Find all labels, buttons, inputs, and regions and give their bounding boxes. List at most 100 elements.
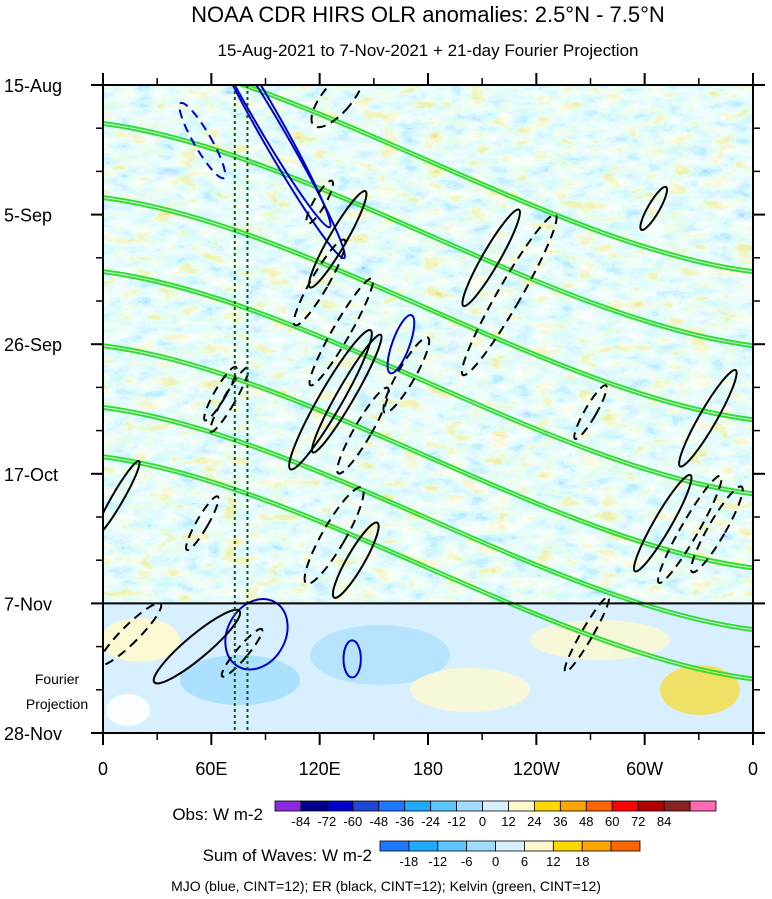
waves-colorbar-level-2: -6 bbox=[461, 854, 473, 869]
obs-colorbar-level-13: 72 bbox=[631, 814, 645, 829]
er-contour-19 bbox=[103, 459, 141, 538]
obs-colorbar-level-8: 12 bbox=[501, 814, 515, 829]
er-contour-22 bbox=[209, 366, 250, 433]
obs-colorbar-level-12: 60 bbox=[605, 814, 619, 829]
mjo-contour-2 bbox=[206, 85, 346, 260]
er-contour-8 bbox=[382, 336, 431, 414]
er-contour-15 bbox=[678, 368, 738, 468]
waves-colorbar-swatch-1 bbox=[408, 840, 439, 852]
reference-lines bbox=[233, 85, 249, 733]
wave-contours bbox=[103, 85, 744, 685]
kelvin-contour-1-0 bbox=[103, 121, 753, 346]
kelvin-contour-3-1 bbox=[103, 272, 753, 497]
chart-subtitle: 15-Aug-2021 to 7-Nov-2021 + 21-day Fouri… bbox=[218, 41, 639, 60]
x-tick-label-6: 0 bbox=[748, 759, 758, 779]
waves-colorbar-level-1: -12 bbox=[428, 854, 447, 869]
y-tick-label-2: 26-Sep bbox=[4, 335, 62, 355]
er-contour-12 bbox=[460, 213, 558, 377]
chart-title: NOAA CDR HIRS OLR anomalies: 2.5°N - 7.5… bbox=[191, 2, 665, 27]
waves-colorbar-level-5: 12 bbox=[546, 854, 560, 869]
er-contour-18 bbox=[690, 485, 744, 574]
kelvin-contour-0-1 bbox=[235, 85, 753, 275]
plot-area bbox=[102, 84, 754, 734]
mjo-contour-4 bbox=[224, 598, 289, 671]
waves-colorbar-label: Sum of Waves: W m-2 bbox=[203, 846, 372, 865]
obs-colorbar-swatch-10 bbox=[534, 800, 561, 812]
kelvin-contour-6-0 bbox=[103, 454, 753, 679]
er-contour-7 bbox=[336, 386, 390, 475]
obs-colorbar-level-1: -72 bbox=[317, 814, 336, 829]
x-tick-label-2: 120E bbox=[299, 759, 341, 779]
y-tick-label-5: 28-Nov bbox=[4, 724, 62, 744]
mjo-contour-5 bbox=[342, 639, 362, 679]
obs-colorbar-swatch-2 bbox=[326, 800, 354, 812]
kelvin-contour-6-1 bbox=[103, 457, 753, 682]
waves-colorbar-level-6: 18 bbox=[575, 854, 589, 869]
obs-colorbar-swatch-14 bbox=[637, 800, 665, 812]
kelvin-contour-2-0 bbox=[103, 195, 753, 420]
waves-colorbar-swatch-2 bbox=[437, 840, 468, 852]
waves-colorbar-level-3: 0 bbox=[492, 854, 499, 869]
y-tick-label-4: 7-Nov bbox=[4, 594, 52, 614]
er-contour-9 bbox=[303, 486, 365, 585]
waves-colorbar-swatch-5 bbox=[524, 840, 554, 852]
er-contour-13 bbox=[639, 185, 669, 232]
waves-colorbar-swatch-7 bbox=[581, 840, 612, 852]
obs-colorbar-level-7: 0 bbox=[479, 814, 486, 829]
kelvin-contours bbox=[103, 85, 753, 682]
y-tick-label-1: 5-Sep bbox=[4, 206, 52, 226]
er-contour-0 bbox=[310, 85, 365, 129]
projection-label-line2: Projection bbox=[26, 696, 88, 712]
obs-colorbar-swatch-6 bbox=[430, 800, 457, 812]
obs-colorbar-swatch-11 bbox=[559, 800, 587, 812]
x-tick-label-4: 120W bbox=[513, 759, 560, 779]
kelvin-contour-5-0 bbox=[103, 404, 753, 630]
obs-colorbar-swatch-7 bbox=[456, 800, 483, 812]
kelvin-contour-5-1 bbox=[103, 407, 753, 633]
er-contour-20 bbox=[185, 495, 220, 552]
obs-colorbar-level-10: 36 bbox=[553, 814, 567, 829]
obs-colorbar-swatch-4 bbox=[378, 800, 406, 812]
er-contour-11 bbox=[461, 208, 521, 308]
waves-colorbar-swatch-0 bbox=[379, 840, 410, 852]
obs-colorbar-label: Obs: W m-2 bbox=[172, 805, 263, 824]
obs-colorbar-swatch-16 bbox=[689, 800, 717, 812]
kelvin-contour-0-0 bbox=[244, 85, 753, 272]
obs-colorbar-swatch-0 bbox=[274, 800, 302, 812]
x-axis: 0 60E 120E 180 120W 60W 0 bbox=[98, 73, 758, 779]
obs-colorbar-level-4: -36 bbox=[395, 814, 414, 829]
obs-colorbar-swatch-1 bbox=[300, 800, 328, 812]
obs-colorbar-swatch-15 bbox=[663, 800, 691, 812]
obs-colorbar-swatch-5 bbox=[404, 800, 432, 812]
waves-colorbar-swatch-3 bbox=[466, 840, 496, 852]
y-tick-label-0: 15-Aug bbox=[4, 76, 62, 96]
er-contour-17 bbox=[657, 474, 723, 584]
kelvin-contour-1-1 bbox=[103, 124, 753, 349]
kelvin-contour-2-1 bbox=[103, 198, 753, 423]
obs-colorbar-swatch-12 bbox=[585, 800, 613, 812]
x-tick-label-1: 60E bbox=[195, 759, 227, 779]
er-contour-16 bbox=[632, 473, 693, 573]
waves-colorbar-swatch-6 bbox=[552, 840, 583, 852]
waves-colorbar-swatch-4 bbox=[495, 840, 525, 852]
obs-colorbar-swatch-8 bbox=[482, 800, 509, 812]
er-contour-14 bbox=[573, 384, 608, 440]
waves-colorbar-level-0: -18 bbox=[399, 854, 418, 869]
er-contour-3 bbox=[292, 238, 347, 327]
obs-colorbar-level-0: -84 bbox=[292, 814, 311, 829]
obs-colorbar-level-5: -24 bbox=[421, 814, 440, 829]
x-tick-label-5: 60W bbox=[626, 759, 663, 779]
kelvin-contour-4-1 bbox=[103, 346, 753, 571]
contour-legend-note: MJO (blue, CINT=12); ER (black, CINT=12)… bbox=[171, 878, 601, 894]
er-contour-4 bbox=[308, 277, 375, 387]
obs-colorbar-swatch-3 bbox=[352, 800, 380, 812]
kelvin-contour-3-0 bbox=[103, 269, 753, 494]
waves-colorbar-swatch-8 bbox=[610, 840, 641, 852]
obs-colorbar-swatch-9 bbox=[508, 800, 535, 812]
y-axis: 15-Aug 5-Sep 26-Sep 17-Oct 7-Nov 28-Nov bbox=[4, 76, 765, 744]
waves-colorbar: -18 -12 -6 0 6 12 18 bbox=[379, 840, 641, 869]
kelvin-contour-4-0 bbox=[103, 343, 753, 568]
er-contour-10 bbox=[331, 521, 380, 599]
obs-colorbar-swatch-13 bbox=[611, 800, 639, 812]
